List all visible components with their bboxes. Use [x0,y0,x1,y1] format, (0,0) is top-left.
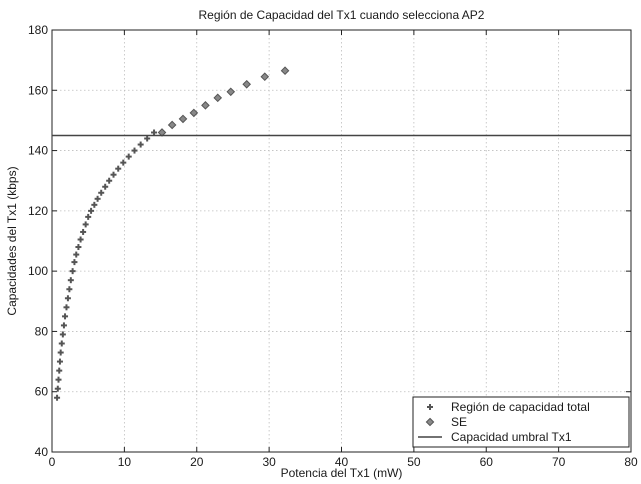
data-point-plus [131,147,138,154]
data-point-plus [66,286,73,293]
x-tick-label: 50 [407,455,421,469]
data-point-diamond [201,101,210,110]
x-tick-label: 70 [552,455,566,469]
x-tick-label: 10 [118,455,132,469]
y-tick-label: 160 [28,83,48,97]
data-point-diamond [213,93,223,103]
data-point-plus [60,322,67,329]
data-point-plus [67,277,74,284]
data-point-plus [85,213,92,220]
y-tick-label: 40 [35,445,49,459]
y-axis-label: Capacidades del Tx1 (kbps) [5,166,19,315]
data-point-diamond [226,87,236,97]
data-point-diamond [178,114,188,124]
x-tick-label: 0 [49,455,56,469]
data-point-plus [55,376,62,383]
data-point-plus [69,268,76,275]
data-point-plus [144,135,151,142]
series-region-capacidad-total [54,129,158,401]
data-point-plus [77,236,84,243]
data-point-plus [115,165,122,172]
data-point-plus [80,228,87,235]
legend-box [412,396,630,448]
data-point-plus [58,340,65,347]
data-point-plus [106,177,113,184]
data-point-diamond [167,120,177,130]
data-point-plus [57,349,64,356]
data-point-diamond [189,108,199,118]
y-tick-label: 180 [28,23,48,37]
data-point-diamond [280,66,290,75]
data-point-plus [54,394,61,401]
data-point-plus [151,129,158,136]
legend-label: Capacidad umbral Tx1 [451,430,572,444]
legend-marker-diamond [425,417,435,427]
legend-entry: Región de capacidad total [427,400,590,414]
data-point-plus [137,141,144,148]
legend-label: Región de capacidad total [451,400,590,414]
y-tick-label: 100 [28,264,48,278]
grid [52,30,631,452]
data-series [52,66,631,401]
legend-label: SE [451,415,467,429]
data-point-plus [98,189,105,196]
data-point-plus [94,195,101,202]
data-point-plus [120,159,127,166]
y-tick-label: 120 [28,204,48,218]
x-tick-label: 60 [480,455,494,469]
data-point-plus [71,259,78,266]
data-point-plus [59,331,66,338]
y-tick-label: 60 [35,385,49,399]
y-tick-label: 140 [28,144,48,158]
data-point-plus [82,221,89,228]
data-point-plus [91,201,98,208]
data-point-plus [125,153,132,160]
data-point-plus [62,313,69,320]
data-point-plus [64,295,71,302]
data-point-plus [56,358,63,365]
data-point-plus [73,251,80,258]
data-point-plus [88,207,95,214]
x-tick-label: 80 [624,455,638,469]
data-point-diamond [242,79,251,89]
legend-entry: SE [425,415,467,429]
legend-marker-plus [427,404,433,410]
y-tick-label: 80 [35,324,49,338]
data-point-plus [102,183,109,190]
data-point-plus [75,244,82,251]
data-point-diamond [260,72,270,82]
x-axis-label: Potencia del Tx1 (mW) [281,466,403,480]
data-point-plus [63,304,70,311]
data-point-plus [110,171,117,178]
x-tick-label: 40 [335,455,349,469]
data-point-plus [56,367,63,374]
chart-title: Región de Capacidad del Tx1 cuando selec… [199,8,485,22]
legend-entry: Capacidad umbral Tx1 [418,430,572,444]
x-tick-label: 20 [190,455,204,469]
data-point-plus [54,385,61,392]
axis-ticks: 0 10 20 30 40 50 60 70 80 40 60 80 100 120 140 160 180 [28,23,638,469]
x-tick-label: 30 [262,455,276,469]
